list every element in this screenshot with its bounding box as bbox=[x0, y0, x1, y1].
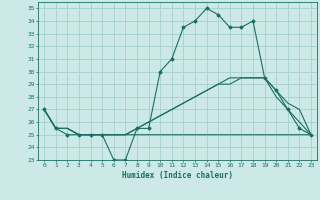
X-axis label: Humidex (Indice chaleur): Humidex (Indice chaleur) bbox=[122, 171, 233, 180]
